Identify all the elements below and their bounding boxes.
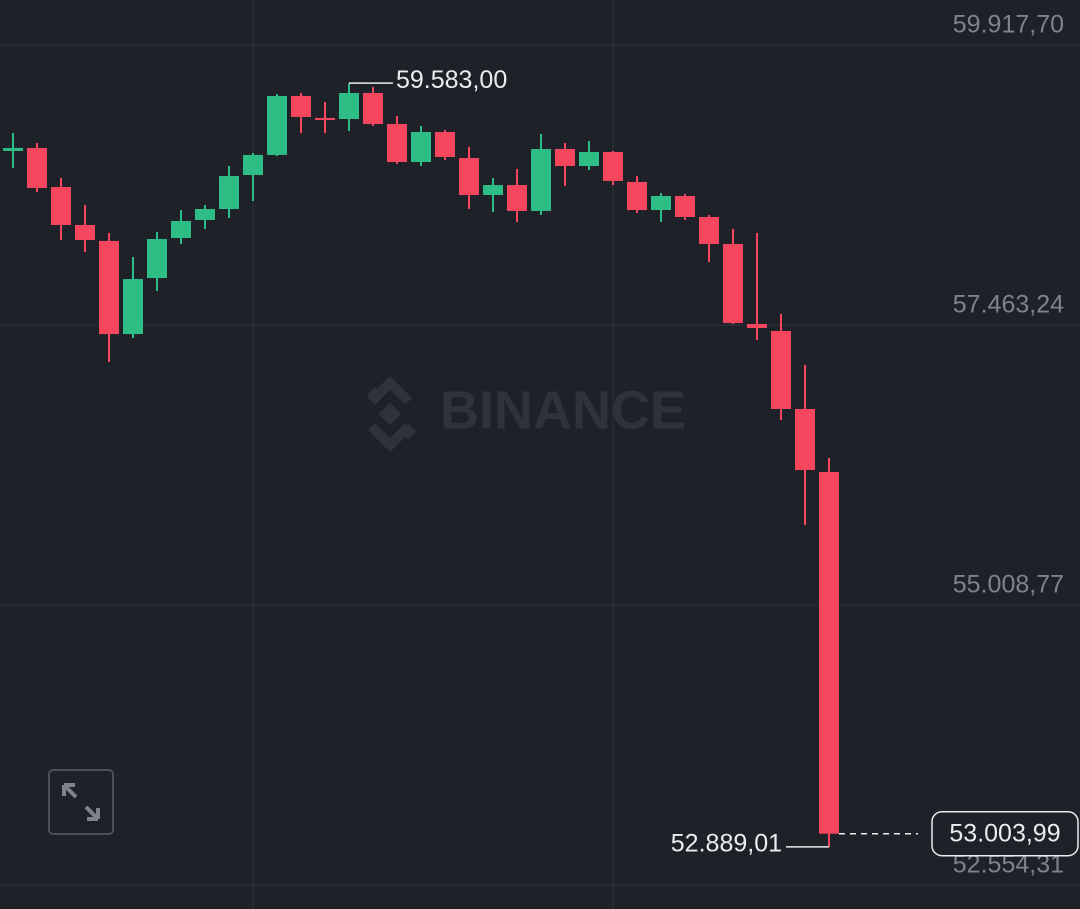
candle-body: [315, 117, 335, 120]
candle-body: [387, 124, 407, 163]
candle-body: [603, 151, 623, 181]
candle-body: [627, 181, 647, 211]
candle-body: [699, 216, 719, 245]
candle-body: [243, 154, 263, 176]
candle-body: [147, 239, 167, 279]
candle-body: [291, 95, 311, 117]
candle-body: [723, 244, 743, 323]
candle-body: [651, 196, 671, 211]
last-price-box: [931, 810, 1079, 857]
candle-body: [219, 176, 239, 210]
candle-body: [579, 151, 599, 167]
candle-body: [339, 92, 359, 120]
expand-button[interactable]: [48, 769, 114, 835]
candle-body: [771, 330, 791, 409]
watermark-text: BINANCE: [440, 380, 686, 440]
y-tick-label: 55.008,77: [953, 571, 1064, 599]
low-label: 52.889,01: [671, 829, 782, 857]
candle-body: [75, 224, 95, 241]
candle-body: [195, 209, 215, 220]
candle-body: [819, 471, 839, 834]
expand-icon: [62, 783, 100, 821]
candles: [3, 83, 839, 847]
high-label: 59.583,00: [396, 66, 507, 94]
candle-body: [51, 186, 71, 225]
candle-body: [123, 279, 143, 335]
watermark: BINANCE: [366, 376, 686, 452]
candle-body: [747, 324, 767, 328]
candle-body: [675, 196, 695, 217]
candle-body: [459, 158, 479, 195]
candle-body: [27, 147, 47, 189]
candle-body: [363, 92, 383, 125]
candle-body: [435, 132, 455, 157]
candle-body: [507, 185, 527, 211]
candle-body: [171, 220, 191, 238]
candle-body: [531, 149, 551, 211]
candle-body: [3, 147, 23, 151]
annotations: 59.583,00 52.889,01 53.003,99: [349, 66, 1079, 857]
y-tick-label: 57.463,24: [953, 291, 1064, 319]
candle-body: [795, 408, 815, 471]
candle-body: [411, 132, 431, 163]
candle-body: [99, 240, 119, 335]
candle-body: [555, 149, 575, 167]
candle-body: [267, 95, 287, 155]
last-price-label: 53.003,99: [949, 819, 1060, 847]
expand-button-frame[interactable]: [48, 769, 114, 835]
candle-body: [483, 185, 503, 195]
y-tick-label: 59.917,70: [953, 11, 1064, 39]
